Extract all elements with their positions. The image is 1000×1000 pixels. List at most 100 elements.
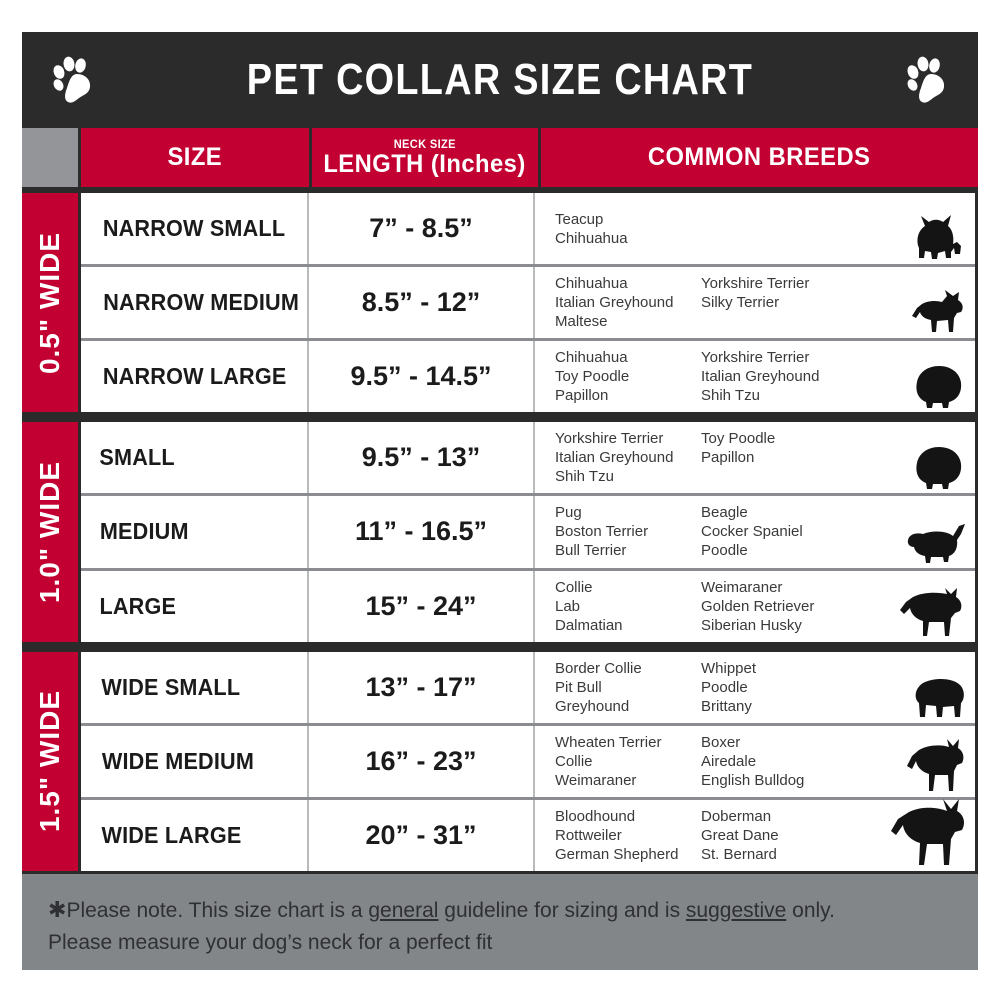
breed-name: Bloodhound [555, 807, 636, 825]
table-row: WIDE LARGE 20” - 31” Bloodhound Rottweiler G… [81, 798, 975, 871]
breed-column-1: Pug Boston Terrier Bull Terrier [555, 503, 701, 560]
width-band: 1.5" WIDE [22, 651, 78, 871]
breed-name: German Shepherd [555, 845, 679, 863]
cell-neck-length: 16” - 23” [309, 725, 535, 797]
boxer-silhouette [907, 738, 964, 791]
breed-name: Shih Tzu [555, 468, 614, 486]
breed-column-2: Doberman Great Dane St. Bernard [701, 807, 847, 864]
breed-illustration [909, 288, 969, 336]
cell-neck-length: 13” - 17” [309, 651, 535, 723]
footer-note: ✱Please note. This size chart is a gener… [22, 874, 978, 970]
breed-name: Weimaraner [555, 771, 637, 789]
breed-columns: Chihuahua Toy Poodle Papillon Yorkshire Ter… [555, 348, 975, 405]
breed-name: Pug [555, 504, 582, 522]
cell-size: MEDIUM [81, 496, 309, 568]
table-row: NARROW SMALL 7” - 8.5” Teacup Chihuahua [81, 193, 975, 268]
table-row: MEDIUM 11” - 16.5” Pug Boston Terrier Bull T… [81, 496, 975, 571]
breed-illustration [903, 738, 969, 795]
cell-common-breeds: Yorkshire Terrier Italian Greyhound Shih T… [535, 422, 975, 493]
doberman-silhouette [891, 798, 965, 865]
cell-neck-length: 9.5” - 14.5” [309, 341, 535, 413]
size-label: SMALL [99, 444, 175, 471]
yorkshire-terrier-silhouette [917, 215, 961, 260]
footer-text-b: guideline for sizing and is [438, 899, 686, 922]
group-rows: SMALL 9.5” - 13” Yorkshire Terrier Italian … [81, 422, 975, 642]
width-band-label: 1.5" WIDE [34, 690, 65, 833]
breed-name: Yorkshire Terrier [555, 430, 664, 448]
table-row: LARGE 15” - 24” Collie Lab Dalmatian Weimaran… [81, 570, 975, 642]
breed-name: Italian Greyhound [701, 368, 820, 386]
chart-header: PET COLLAR SIZE CHART [22, 32, 978, 128]
cell-common-breeds: Chihuahua Toy Poodle Papillon Yorkshire Ter… [535, 341, 975, 412]
breed-column-1: Teacup Chihuahua [555, 210, 701, 248]
width-band: 1.0" WIDE [22, 422, 78, 642]
size-group: 1.0" WIDE SMALL 9.5” - 13” Yorkshire Terrie… [22, 419, 978, 645]
footer-line-2: Please measure your dog’s neck for a per… [48, 931, 493, 954]
size-label: NARROW SMALL [102, 215, 286, 242]
breed-name: Weimaraner [701, 578, 783, 596]
page-title: PET COLLAR SIZE CHART [246, 55, 754, 104]
breed-name: Italian Greyhound [555, 449, 674, 467]
breed-column-1: Chihuahua Italian Greyhound Maltese [555, 274, 701, 331]
size-label: WIDE SMALL [101, 673, 241, 700]
breed-column-1: Chihuahua Toy Poodle Papillon [555, 348, 701, 405]
cell-neck-length: 11” - 16.5” [309, 496, 535, 568]
column-header-breeds: COMMON BREEDS [541, 128, 978, 187]
size-label: NARROW LARGE [102, 363, 287, 390]
breed-name: Rottweiler [555, 826, 622, 844]
breed-column-2: Whippet Poodle Brittany [701, 659, 847, 716]
breed-name: Silky Terrier [701, 294, 780, 312]
breed-name: Chihuahua [555, 349, 628, 367]
breed-name: Poodle [701, 542, 748, 560]
breed-name: Great Dane [701, 826, 779, 844]
cell-neck-length: 20” - 31” [309, 799, 535, 871]
table-column-headers: SIZE NECK SIZE LENGTH (Inches) COMMON BR… [22, 128, 978, 190]
breed-name: Bull Terrier [555, 542, 627, 560]
group-rows: NARROW SMALL 7” - 8.5” Teacup Chihuahua NARR… [81, 193, 975, 413]
footer-underline-general: general [368, 899, 439, 922]
pomeranian-silhouette [916, 366, 962, 409]
cell-common-breeds: Border Collie Pit Bull Greyhound Whippet Poo… [535, 652, 975, 723]
breed-name: Cocker Spaniel [701, 523, 803, 541]
chihuahua-silhouette [912, 290, 963, 333]
breed-name: Papillon [701, 449, 755, 467]
pet-collar-size-chart: PET COLLAR SIZE CHART SIZE NECK SIZE LEN… [22, 32, 978, 970]
cell-neck-length: 15” - 24” [309, 570, 535, 642]
breed-column-2: Toy Poodle Papillon [701, 429, 847, 486]
breed-illustration [911, 443, 969, 491]
footer-underline-suggestive: suggestive [685, 899, 787, 922]
paw-print-icon [53, 56, 91, 103]
table-row: WIDE SMALL 13” - 17” Border Collie Pit Bull… [81, 651, 975, 726]
breed-name: Toy Poodle [555, 368, 630, 386]
breed-name: Boxer [701, 733, 741, 751]
breed-name: Yorkshire Terrier [701, 349, 810, 367]
breed-columns: Wheaten Terrier Collie Weimaraner Boxer Aire… [555, 733, 975, 790]
cell-size: NARROW SMALL [81, 193, 309, 265]
group-rows: WIDE SMALL 13” - 17” Border Collie Pit Bull… [81, 651, 975, 871]
breed-name: Maltese [555, 313, 608, 331]
breed-column-1: Bloodhound Rottweiler German Shepherd [555, 807, 701, 864]
breed-name: Doberman [701, 807, 772, 825]
footer-line-1: ✱Please note. This size chart is a gener… [48, 894, 952, 927]
cell-neck-length: 8.5” - 12” [309, 267, 535, 339]
breed-name: Wheaten Terrier [555, 733, 662, 751]
breed-name: Papillon [555, 387, 609, 405]
breed-name: Shih Tzu [701, 387, 760, 405]
breed-columns: Yorkshire Terrier Italian Greyhound Shih T… [555, 429, 975, 486]
breed-column-2 [701, 210, 847, 248]
breed-name: Lab [555, 597, 581, 615]
breed-name: Dalmatian [555, 616, 623, 634]
breed-columns: Collie Lab Dalmatian Weimaraner Golden Retri… [555, 578, 975, 635]
table-row: SMALL 9.5” - 13” Yorkshire Terrier Italian … [81, 422, 975, 497]
size-group: 0.5" WIDE NARROW SMALL 7” - 8.5” Teacup Chih… [22, 190, 978, 416]
asterisk-icon: ✱ [48, 897, 67, 922]
column-header-breeds-label: COMMON BREEDS [648, 143, 871, 171]
cell-common-breeds: Pug Boston Terrier Bull Terrier Beagle Cocke… [535, 496, 975, 567]
breed-columns: Teacup Chihuahua [555, 210, 975, 248]
cell-size: WIDE MEDIUM [81, 725, 309, 797]
breed-illustration [899, 587, 969, 640]
cell-neck-length: 7” - 8.5” [309, 193, 535, 265]
breed-columns: Border Collie Pit Bull Greyhound Whippet Poo… [555, 659, 975, 716]
breed-name: Greyhound [555, 697, 630, 715]
breed-name: Collie [555, 752, 593, 770]
